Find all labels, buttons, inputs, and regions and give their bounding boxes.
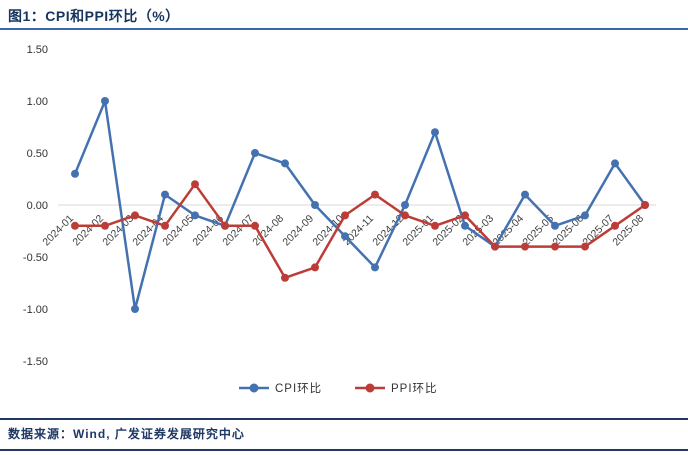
data-source-text: 数据来源：Wind, 广发证券发展研究中心 [8,427,245,441]
data-point-marker [401,201,409,209]
data-point-marker [131,305,139,313]
y-axis-tick-label: -0.50 [23,252,48,264]
data-point-marker [311,201,319,209]
data-point-marker [251,149,259,157]
data-point-marker [371,190,379,199]
x-axis-tick-label: 2024-09 [280,213,316,249]
data-point-marker [581,242,589,251]
chart-canvas: 1.501.000.500.00-0.50-1.00-1.502024-0120… [23,44,656,395]
y-axis-tick-label: 0.50 [27,148,48,160]
data-point-marker [611,159,619,168]
data-point-marker [311,263,319,272]
data-point-marker [101,97,109,105]
legend-label: PPI环比 [391,382,438,395]
data-point-marker [341,232,349,241]
footer-divider-bottom [0,449,688,451]
data-point-marker [461,211,469,220]
cpi-ppi-line-chart: 1.50 1.00 0.50 0.00 -0.50 -1.00 -1.50 2024-01 20… [0,34,688,406]
series-line [73,99,647,311]
data-point-marker [71,169,79,178]
data-point-marker [641,201,649,209]
x-axis-tick-label: 2024-12 [370,213,406,249]
data-point-marker [131,211,139,220]
data-point-marker [491,242,499,251]
data-point-marker [551,221,559,230]
legend-marker-swatch [249,383,259,393]
data-point-marker [251,221,259,230]
data-point-marker [71,221,79,230]
data-point-marker [371,263,379,272]
x-axis-tick-label: 2024-01 [40,213,76,249]
data-point-marker [521,242,529,251]
data-point-marker [431,221,439,230]
y-axis-tick-label: -1.00 [23,304,48,316]
chart-title: 图1：CPI和PPI环比（%） [8,8,180,24]
title-underline [0,28,688,30]
data-point-marker [581,211,589,220]
footer-divider-top [0,418,688,420]
data-point-marker [551,242,559,251]
data-point-marker [161,190,169,199]
data-point-marker [281,273,289,282]
legend-label: CPI环比 [275,382,322,395]
data-point-marker [401,211,409,220]
y-axis-tick-label: 0.00 [27,200,48,212]
data-point-marker [521,190,529,199]
data-point-marker [221,221,229,230]
data-point-marker [611,221,619,230]
data-point-marker [281,159,289,168]
x-axis-tick-label: 2024-02 [70,213,106,249]
data-point-marker [461,221,469,230]
x-axis-tick-label: 2024-07 [220,213,256,249]
y-axis-tick-label: 1.00 [27,96,48,108]
data-point-marker [161,221,169,230]
data-point-marker [191,211,199,220]
data-point-marker [431,128,439,137]
series-line [73,182,647,280]
data-point-marker [191,180,199,189]
y-axis-tick-label: -1.50 [23,356,48,368]
data-point-marker [341,211,349,220]
x-axis-tick-label: 2024-05 [160,213,196,249]
y-axis-tick-label: 1.50 [27,44,48,56]
x-axis-tick-label: 2024-08 [250,213,286,249]
legend-marker-swatch [365,383,375,393]
data-point-marker [101,221,109,230]
